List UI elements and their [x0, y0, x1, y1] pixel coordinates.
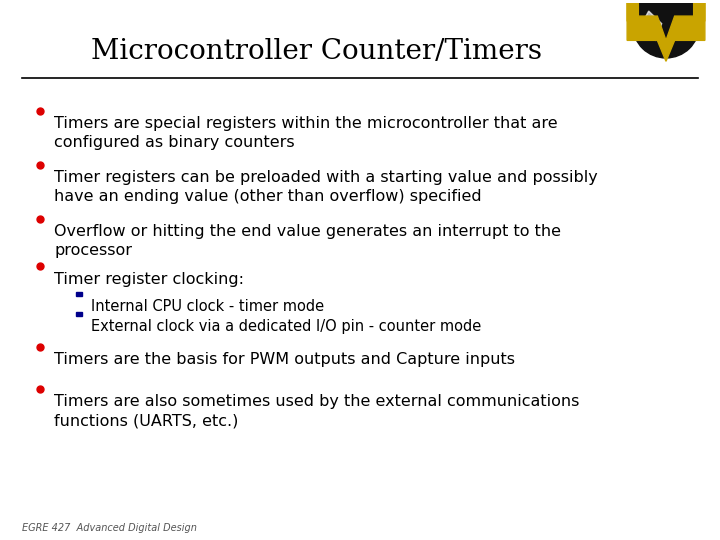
Text: Timers are special registers within the microcontroller that are
configured as b: Timers are special registers within the … [54, 116, 557, 150]
Text: Timer register clocking:: Timer register clocking: [54, 272, 244, 287]
Polygon shape [642, 11, 662, 40]
Bar [76, 292, 82, 296]
Text: Timer registers can be preloaded with a starting value and possibly
have an endi: Timer registers can be preloaded with a … [54, 170, 598, 204]
Bar [76, 312, 82, 316]
Text: Microcontroller Counter/Timers: Microcontroller Counter/Timers [91, 38, 542, 65]
Polygon shape [627, 3, 666, 40]
Text: External clock via a dedicated I/O pin - counter mode: External clock via a dedicated I/O pin -… [91, 319, 482, 334]
Polygon shape [627, 3, 705, 40]
Text: Timers are the basis for PWM outputs and Capture inputs: Timers are the basis for PWM outputs and… [54, 352, 515, 367]
Text: EGRE 427  Advanced Digital Design: EGRE 427 Advanced Digital Design [22, 523, 197, 533]
Polygon shape [666, 3, 705, 40]
Text: Overflow or hitting the end value generates an interrupt to the
processor: Overflow or hitting the end value genera… [54, 224, 561, 258]
Text: Timers are also sometimes used by the external communications
functions (UARTS, : Timers are also sometimes used by the ex… [54, 394, 580, 428]
Circle shape [633, 0, 699, 58]
Text: Internal CPU clock - timer mode: Internal CPU clock - timer mode [91, 299, 325, 314]
Polygon shape [657, 40, 675, 62]
Polygon shape [639, 3, 693, 28]
